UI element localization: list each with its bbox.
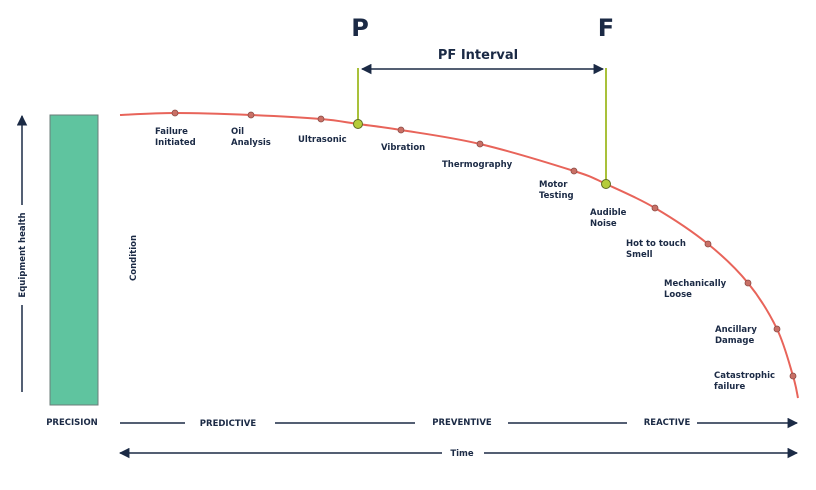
stage-label: Noise	[590, 219, 617, 229]
stage-label: Loose	[664, 290, 692, 300]
precision-label: PRECISION	[46, 418, 98, 428]
f-label: F	[598, 14, 614, 42]
curve-point	[744, 279, 752, 287]
stage-label: Failure	[155, 127, 188, 137]
stage-label: Hot to touch	[626, 239, 686, 249]
stage-label: failure	[714, 382, 746, 392]
curve-point	[704, 240, 712, 248]
preventive-label: PREVENTIVE	[432, 418, 492, 428]
stage-label: Mechanically	[664, 279, 727, 289]
stage-label: Analysis	[231, 138, 271, 148]
curve-point	[247, 111, 255, 119]
condition-bar	[49, 114, 99, 406]
p-label: P	[351, 14, 369, 42]
pf-curve	[119, 111, 799, 399]
reactive-label: REACTIVE	[644, 418, 691, 428]
curve-point	[651, 204, 659, 212]
stage-label: Smell	[626, 250, 653, 260]
stage-label: Damage	[715, 336, 754, 346]
condition-label: Condition	[129, 235, 139, 281]
predictive-label: PREDICTIVE	[200, 419, 257, 429]
curve-point	[397, 126, 405, 134]
stage-label: Motor	[539, 180, 568, 190]
stage-label: Oil	[231, 127, 244, 137]
pf-point	[601, 179, 611, 189]
curve-point	[476, 140, 484, 148]
curve-point	[171, 109, 179, 117]
pf-point	[353, 119, 363, 129]
pf-interval-label: PF Interval	[438, 48, 518, 63]
stage-label: Thermography	[442, 160, 513, 170]
stage-label: Ultrasonic	[298, 135, 347, 145]
y-axis-label: Equipment health	[18, 212, 28, 297]
stage-label: Vibration	[381, 143, 425, 153]
curve-point	[773, 325, 781, 333]
stage-label: Audible	[590, 208, 627, 218]
stage-label: Initiated	[155, 138, 196, 148]
stage-label: Ancillary	[715, 325, 757, 335]
curve-point	[317, 115, 325, 123]
stage-label: Catastrophic	[714, 371, 775, 381]
stage-label: Testing	[539, 191, 574, 201]
time-label: Time	[450, 449, 474, 459]
curve-point	[570, 167, 578, 175]
curve-point	[789, 372, 797, 380]
